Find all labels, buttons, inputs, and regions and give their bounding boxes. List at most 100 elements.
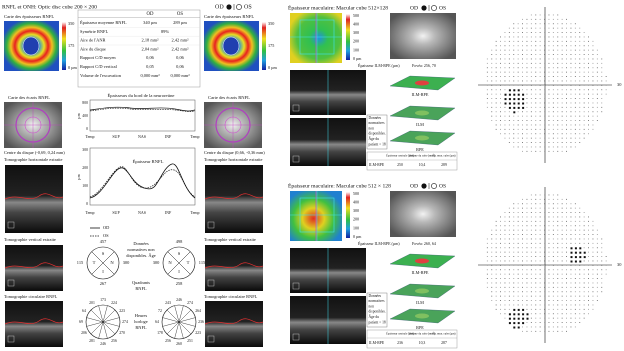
field-point xyxy=(601,67,603,69)
field-point xyxy=(530,80,532,82)
field-point xyxy=(544,278,545,279)
field-point xyxy=(544,27,545,29)
field-point xyxy=(548,146,550,148)
field-point xyxy=(530,142,532,143)
field-point xyxy=(592,67,594,69)
field-point xyxy=(552,67,554,69)
field-point xyxy=(495,295,497,297)
field-point xyxy=(574,133,576,135)
field-point xyxy=(530,212,532,213)
color-scale xyxy=(346,192,350,238)
field-point xyxy=(539,212,541,213)
field-point xyxy=(522,291,523,293)
field-point xyxy=(579,45,581,47)
field-point xyxy=(526,58,528,60)
field-point xyxy=(588,111,589,113)
field-point xyxy=(561,76,563,77)
field-point xyxy=(491,102,493,104)
field-point xyxy=(552,49,554,51)
field-point xyxy=(596,251,598,253)
field-point xyxy=(508,264,510,266)
field-point xyxy=(504,49,506,51)
field-point xyxy=(570,98,572,99)
field-point xyxy=(517,115,519,117)
field-point xyxy=(530,317,532,319)
field-point xyxy=(561,54,563,55)
field-point xyxy=(517,295,519,297)
field-point xyxy=(583,251,586,254)
field-point xyxy=(552,89,554,91)
field-point xyxy=(579,207,581,209)
field-point xyxy=(504,264,506,266)
field-point xyxy=(522,247,523,249)
map-title: Carte des épaisseurs RNFL xyxy=(4,14,54,19)
field-point xyxy=(504,45,506,47)
field-point xyxy=(574,216,576,218)
field-point xyxy=(557,282,559,284)
field-point xyxy=(583,36,585,38)
field-point xyxy=(504,216,506,218)
field-point xyxy=(500,234,501,235)
field-point xyxy=(570,111,572,113)
field-point xyxy=(522,32,523,33)
field-point xyxy=(588,286,589,288)
field-point xyxy=(574,256,577,259)
field-point xyxy=(574,54,576,55)
field-point xyxy=(570,32,572,33)
field-point xyxy=(526,322,528,323)
table-header: OS xyxy=(177,12,183,17)
field-point xyxy=(491,93,493,95)
segmentation xyxy=(204,262,264,269)
field-point xyxy=(539,14,541,16)
field-point xyxy=(548,216,550,218)
field-point xyxy=(596,93,598,95)
field-point xyxy=(513,115,515,117)
field-point xyxy=(495,300,497,301)
clock-value: 72 xyxy=(158,309,162,313)
eye-label: OS xyxy=(439,5,446,11)
field-point xyxy=(601,269,603,271)
field-point xyxy=(491,229,493,231)
field-point xyxy=(495,251,497,253)
field-point xyxy=(566,216,567,218)
field-point xyxy=(522,242,523,244)
field-point xyxy=(557,71,559,73)
field-point xyxy=(530,102,532,104)
field-point xyxy=(592,304,594,306)
field-point xyxy=(557,317,559,319)
field-point xyxy=(504,212,506,213)
field-point xyxy=(574,76,576,77)
field-point xyxy=(552,102,554,104)
field-point xyxy=(513,98,516,101)
field-point xyxy=(526,93,528,95)
surface-peak xyxy=(415,80,429,86)
field-point xyxy=(526,308,528,310)
field-point xyxy=(495,45,497,47)
field-point xyxy=(544,322,545,323)
field-point xyxy=(530,36,532,38)
field-point xyxy=(530,71,532,73)
field-point xyxy=(526,27,528,29)
field-point xyxy=(539,282,541,284)
field-point xyxy=(605,260,607,262)
table-cell: 2,18 mm² xyxy=(142,38,160,44)
field-point xyxy=(535,308,537,310)
field-point xyxy=(579,220,581,222)
field-point xyxy=(513,76,515,77)
field-point xyxy=(539,71,541,73)
field-point xyxy=(574,322,576,323)
field-point xyxy=(570,128,572,130)
field-point xyxy=(566,49,567,51)
field-point xyxy=(583,308,585,310)
field-point xyxy=(596,80,598,82)
field-point xyxy=(530,194,532,196)
axis-label: 30 xyxy=(617,262,622,267)
field-point xyxy=(548,89,550,91)
field-point xyxy=(530,62,532,64)
field-point xyxy=(513,313,516,316)
field-point xyxy=(513,212,515,213)
field-point xyxy=(583,225,585,227)
field-point xyxy=(566,203,567,205)
fundus-image xyxy=(390,13,456,59)
table-cell: ILM-RPE xyxy=(369,163,385,167)
